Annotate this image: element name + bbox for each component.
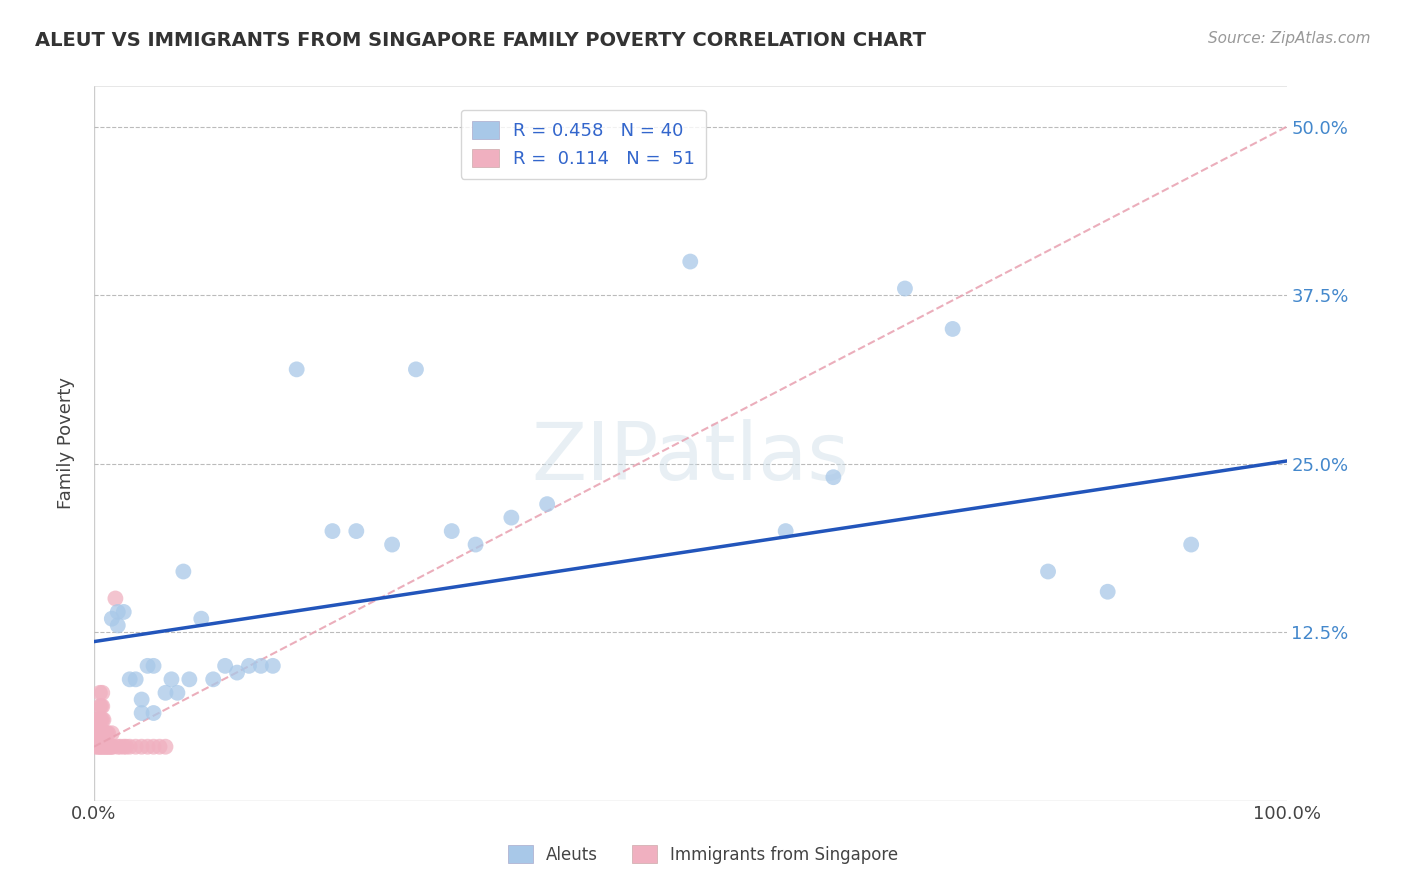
- Point: [93, 726, 115, 740]
- Point: [101, 739, 124, 754]
- Point: [101, 739, 124, 754]
- Point: [101, 726, 124, 740]
- Point: [142, 658, 165, 673]
- Point: [190, 612, 212, 626]
- Point: [136, 739, 159, 754]
- Point: [98, 739, 121, 754]
- Point: [118, 739, 141, 754]
- Point: [100, 739, 122, 754]
- Point: [84, 739, 107, 754]
- Point: [155, 686, 177, 700]
- Point: [87, 713, 110, 727]
- Point: [112, 739, 135, 754]
- Point: [166, 686, 188, 700]
- Text: Source: ZipAtlas.com: Source: ZipAtlas.com: [1208, 31, 1371, 46]
- Point: [1180, 537, 1202, 551]
- Point: [93, 726, 115, 740]
- Point: [89, 713, 111, 727]
- Text: ALEUT VS IMMIGRANTS FROM SINGAPORE FAMILY POVERTY CORRELATION CHART: ALEUT VS IMMIGRANTS FROM SINGAPORE FAMIL…: [35, 31, 927, 50]
- Point: [97, 726, 120, 740]
- Point: [91, 699, 114, 714]
- Point: [91, 726, 114, 740]
- Point: [97, 739, 120, 754]
- Point: [321, 524, 343, 538]
- Point: [107, 618, 129, 632]
- Point: [160, 673, 183, 687]
- Point: [91, 713, 114, 727]
- Point: [91, 686, 114, 700]
- Point: [90, 713, 112, 727]
- Point: [96, 726, 118, 740]
- Point: [124, 739, 146, 754]
- Point: [101, 612, 124, 626]
- Point: [93, 713, 115, 727]
- Point: [89, 739, 111, 754]
- Point: [87, 739, 110, 754]
- Point: [124, 673, 146, 687]
- Point: [155, 739, 177, 754]
- Point: [91, 739, 114, 754]
- Point: [86, 726, 108, 740]
- Text: ZIPatlas: ZIPatlas: [531, 418, 849, 497]
- Point: [142, 739, 165, 754]
- Point: [464, 537, 486, 551]
- Point: [250, 658, 273, 673]
- Point: [894, 281, 917, 295]
- Point: [344, 524, 367, 538]
- Point: [86, 726, 108, 740]
- Legend: Aleuts, Immigrants from Singapore: Aleuts, Immigrants from Singapore: [502, 838, 904, 871]
- Point: [86, 713, 108, 727]
- Point: [107, 605, 129, 619]
- Point: [136, 658, 159, 673]
- Point: [107, 739, 129, 754]
- Point: [89, 686, 111, 700]
- Point: [405, 362, 427, 376]
- Point: [1097, 584, 1119, 599]
- Point: [214, 658, 236, 673]
- Point: [823, 470, 845, 484]
- Point: [381, 537, 404, 551]
- Point: [108, 739, 131, 754]
- Point: [94, 726, 117, 740]
- Point: [89, 726, 111, 740]
- Point: [226, 665, 249, 680]
- Point: [89, 699, 111, 714]
- Point: [179, 673, 201, 687]
- Point: [93, 739, 115, 754]
- Point: [90, 699, 112, 714]
- Y-axis label: Family Poverty: Family Poverty: [58, 377, 75, 509]
- Point: [96, 739, 118, 754]
- Point: [112, 605, 135, 619]
- Point: [87, 726, 110, 740]
- Point: [142, 706, 165, 720]
- Point: [172, 565, 194, 579]
- Point: [90, 726, 112, 740]
- Point: [942, 322, 965, 336]
- Point: [1036, 565, 1059, 579]
- Point: [285, 362, 308, 376]
- Point: [115, 739, 138, 754]
- Point: [131, 706, 153, 720]
- Point: [238, 658, 260, 673]
- Point: [202, 673, 225, 687]
- Point: [131, 692, 153, 706]
- Point: [775, 524, 797, 538]
- Point: [93, 739, 115, 754]
- Point: [118, 673, 141, 687]
- Point: [679, 254, 702, 268]
- Point: [90, 739, 112, 754]
- Point: [86, 739, 108, 754]
- Point: [501, 510, 523, 524]
- Point: [536, 497, 558, 511]
- Point: [148, 739, 170, 754]
- Legend: R = 0.458   N = 40, R =  0.114   N =  51: R = 0.458 N = 40, R = 0.114 N = 51: [461, 110, 706, 179]
- Point: [262, 658, 284, 673]
- Point: [104, 591, 127, 606]
- Point: [94, 739, 117, 754]
- Point: [86, 713, 108, 727]
- Point: [440, 524, 463, 538]
- Point: [131, 739, 153, 754]
